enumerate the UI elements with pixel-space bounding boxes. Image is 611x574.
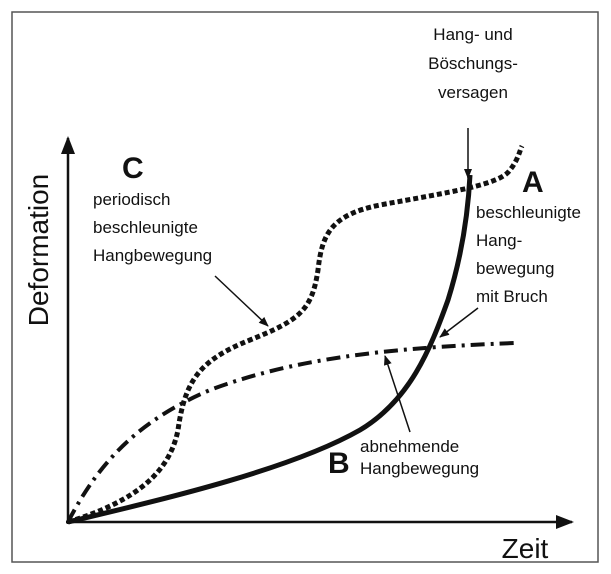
curve-text: beschleunigte [93,218,198,237]
curve-text: bewegung [476,259,554,278]
curve-letter: B [328,447,350,480]
curve-a [67,174,473,525]
curve-text: periodisch [93,190,171,209]
arrow [384,355,411,433]
curve-text: Hangbewegung [360,459,479,478]
curve-text: mit Bruch [476,287,548,306]
curve-text: beschleunigte [476,203,581,222]
curve-text: Hangbewegung [93,246,212,265]
x-axis-label: Zeit [502,533,549,564]
curve-c [67,144,525,525]
curve-letter: C [122,152,144,185]
curve-text: Hang- [476,231,522,250]
curve-text: abnehmende [360,437,459,456]
note-line: versagen [438,83,508,102]
curve-b [66,341,516,523]
arrow [214,275,269,327]
note-line: Böschungs- [428,54,518,73]
note-line: Hang- und [433,25,512,44]
y-axis-label: Deformation [23,174,54,327]
arrow [439,307,479,338]
curve-letter: A [522,166,544,199]
frame [11,11,599,563]
